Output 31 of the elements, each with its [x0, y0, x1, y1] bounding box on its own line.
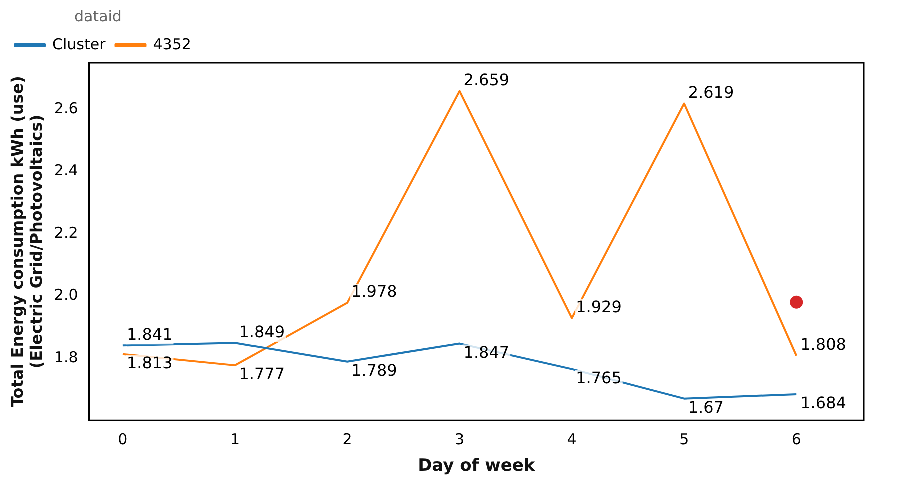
data-label: 1.841 — [126, 324, 173, 344]
y-tick-label: 2.4 — [54, 162, 78, 180]
data-label: 2.659 — [464, 70, 510, 90]
y-tick-label: 2.2 — [54, 224, 78, 242]
x-tick-label: 0 — [118, 430, 128, 448]
data-label: 1.808 — [800, 335, 846, 354]
x-tick-label: 5 — [680, 430, 690, 448]
data-label: 1.849 — [239, 322, 286, 342]
y-tick-label: 2.6 — [54, 100, 78, 118]
data-label: 1.813 — [126, 354, 173, 373]
legend-label: 4352 — [153, 35, 192, 54]
legend-label: Cluster — [52, 35, 107, 54]
data-label: 2.619 — [688, 82, 734, 102]
x-tick-label: 4 — [567, 430, 577, 448]
x-tick-label: 3 — [455, 430, 465, 448]
legend-title: dataid — [74, 7, 122, 26]
data-label: 1.777 — [239, 364, 286, 384]
data-label: 1.67 — [688, 398, 724, 417]
data-label: 1.929 — [576, 297, 622, 316]
y-axis-title: Total Energy consumption kWh (use) (Electric Grid/Photovoltaics) — [8, 76, 46, 408]
y-tick-label: 1.8 — [54, 348, 78, 366]
data-label: 1.978 — [352, 282, 398, 302]
x-tick-label: 6 — [792, 430, 802, 448]
x-tick-label: 2 — [342, 430, 352, 448]
x-tick-label: 1 — [230, 430, 240, 448]
data-label: 1.789 — [352, 360, 398, 380]
data-label: 1.765 — [576, 368, 622, 388]
y-tick-label: 2.0 — [54, 286, 78, 304]
x-axis-title: Day of week — [418, 456, 536, 476]
data-label: 1.847 — [464, 342, 510, 362]
data-label: 1.684 — [800, 394, 846, 413]
